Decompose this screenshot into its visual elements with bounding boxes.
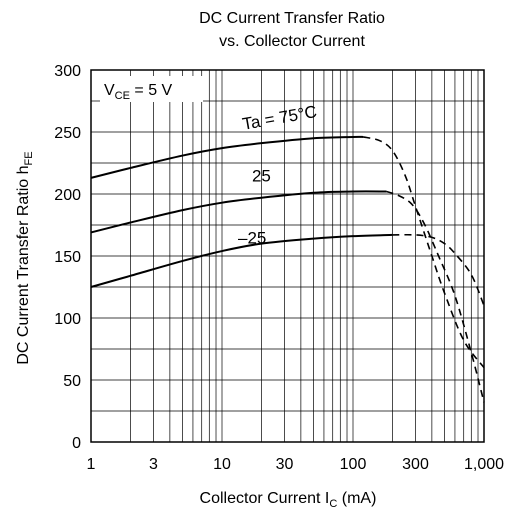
x-tick-label: 10 [213, 456, 231, 473]
plot-frame [90, 69, 485, 443]
condition-main: V [104, 82, 115, 99]
condition-background [100, 76, 203, 102]
x-tick-label: 100 [340, 456, 367, 473]
x-tick-label: 1,000 [464, 456, 504, 473]
series-label: 25 [252, 167, 271, 186]
series-line-solid [90, 190, 387, 234]
x-tick-label: 3 [149, 456, 158, 473]
condition-rest: = 5 V [130, 82, 173, 99]
x-axis-label-unit: (mA) [337, 490, 376, 507]
chart-title-line-2: vs. Collector Current [219, 33, 365, 50]
grid [91, 70, 484, 442]
x-axis-label-main: Collector Current I [200, 490, 330, 507]
series-line-solid [90, 135, 364, 179]
condition-annotation: VCE = 5 V [100, 76, 203, 102]
x-axis-label-subscript: C [329, 498, 337, 510]
series-line-dashed [392, 233, 485, 306]
x-tick-labels: 1 3 10 30 100 300 1,000 [87, 456, 505, 473]
series-labels: Ta = 75°C 25 –25 [238, 102, 318, 248]
y-tick-label: 250 [54, 125, 81, 142]
y-tick-label: 50 [63, 373, 81, 390]
y-tick-labels: 0 50 100 150 200 250 300 [54, 63, 81, 452]
x-tick-label: 30 [276, 456, 294, 473]
series-line-solid [90, 233, 393, 288]
x-tick-label: 1 [87, 456, 96, 473]
data-curves [90, 135, 485, 403]
y-tick-label: 300 [54, 63, 81, 80]
y-axis-label-main: DC Current Transfer Ratio h [15, 165, 32, 364]
y-tick-label: 0 [72, 435, 81, 452]
condition-label: VCE = 5 V [104, 82, 173, 102]
y-tick-label: 200 [54, 187, 81, 204]
y-axis-label: DC Current Transfer Ratio hFE [15, 151, 35, 364]
x-tick-label: 300 [402, 456, 429, 473]
y-axis-label-subscript: FE [23, 151, 35, 165]
series-line-dashed [363, 136, 485, 369]
y-tick-label: 150 [54, 249, 81, 266]
series-label: Ta = 75°C [241, 102, 318, 134]
y-tick-label: 100 [54, 311, 81, 328]
condition-subscript: CE [115, 90, 130, 102]
chart-title-line-1: DC Current Transfer Ratio [199, 10, 385, 27]
x-axis-label: Collector Current IC (mA) [200, 490, 377, 510]
series-line-dashed [386, 190, 485, 403]
series-label: –25 [238, 229, 266, 248]
